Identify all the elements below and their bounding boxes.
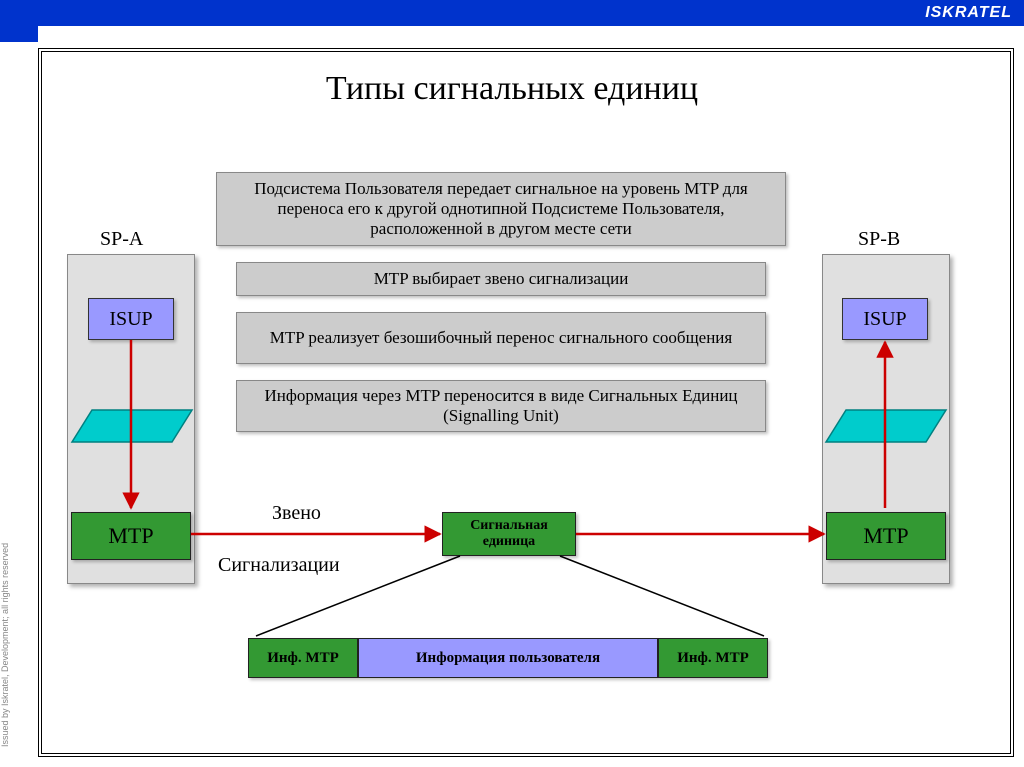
info-box-4: Информация через MTP переносится в виде … [236,380,766,432]
sp-a-label: SP-A [100,228,143,251]
link-label-2: Сигнализации [218,554,340,577]
inf-mtp-left: Инф. MTP [248,638,358,678]
info-box-3: MTP реализует безошибочный перенос сигна… [236,312,766,364]
link-label-1: Звено [272,502,321,525]
mtp-b-box: MTP [826,512,946,560]
inf-mtp-right: Инф. MTP [658,638,768,678]
message-b: сообщение [826,410,946,442]
isup-b-box: ISUP [842,298,928,340]
info-box-2: MTP выбирает звено сигнализации [236,262,766,296]
signalling-unit-detail: Инф. MTP Информация пользователя Инф. MT… [248,638,768,678]
copyright-text: Issued by Iskratel, Development; all rig… [0,543,10,747]
sp-b-label: SP-B [858,228,900,251]
message-a: сообщение [72,410,192,442]
isup-a-box: ISUP [88,298,174,340]
info-box-1: Подсистема Пользователя передает сигналь… [216,172,786,246]
header-accent [0,26,38,42]
page-title: Типы сигнальных единиц [0,70,1024,108]
user-info-mid: Информация пользователя [358,638,658,678]
header-bar: ISKRATEL [0,0,1024,26]
mtp-a-box: MTP [71,512,191,560]
brand-logo: ISKRATEL [925,4,1012,22]
signalling-unit-box: Сигнальная единица [442,512,576,556]
